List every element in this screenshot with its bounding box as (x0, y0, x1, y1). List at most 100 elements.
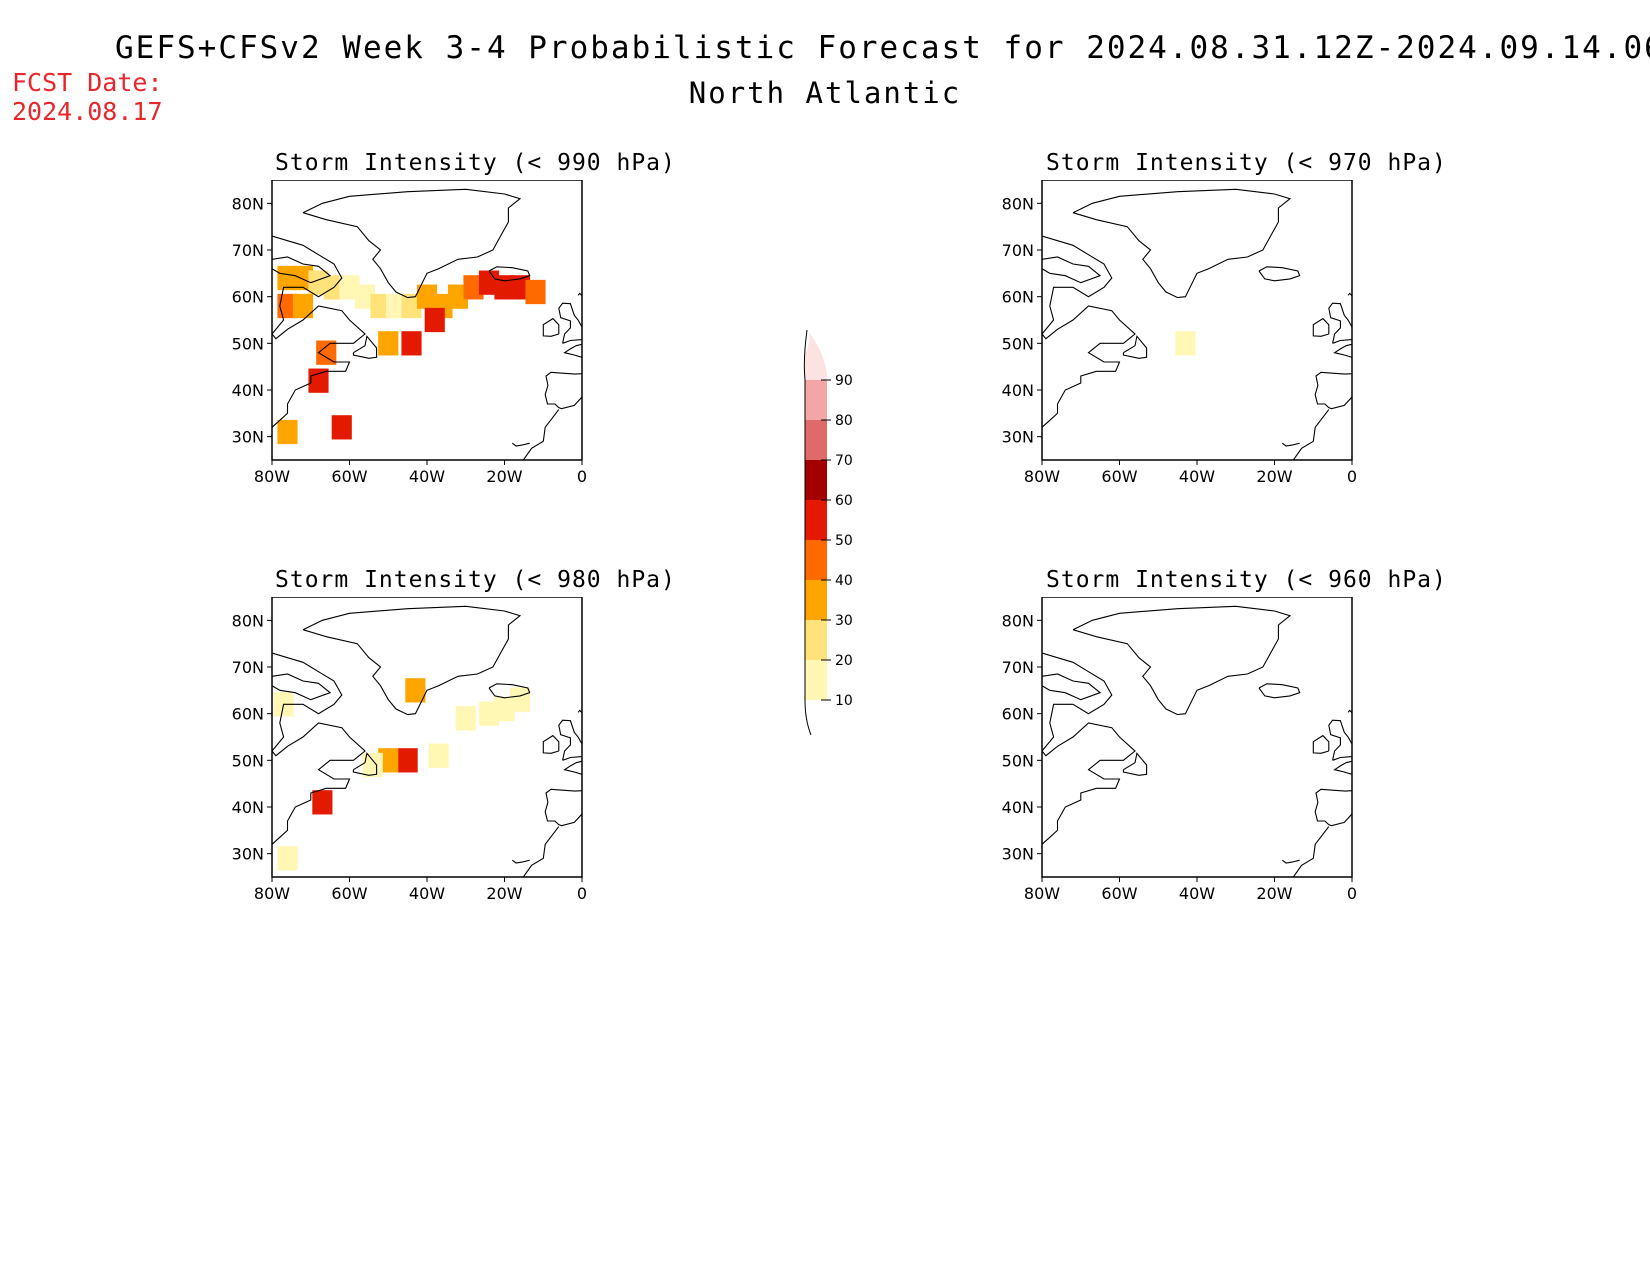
p960-coastline-10 (1347, 709, 1352, 714)
p980-cell-8 (428, 743, 449, 768)
p990-cell-9 (416, 284, 438, 309)
p980-coastline-3 (352, 752, 378, 776)
p960-coastline-5 (1333, 760, 1352, 775)
p970-coastline-4 (1042, 256, 1102, 284)
colorbar-label-4: 50 (835, 533, 853, 549)
p980-lon-label-4: 0 (577, 884, 587, 903)
p970-coastline-7 (1292, 409, 1330, 460)
p960-coastline-6 (1314, 788, 1352, 827)
p960-coastline-1 (1258, 683, 1301, 699)
p990-lon-label-1: 60W (331, 467, 367, 486)
p990-cell-12 (463, 275, 484, 300)
colorbar-segment-8 (805, 330, 827, 380)
p970-coastline-2 (1042, 235, 1136, 428)
p980-lat-label-0: 80N (232, 611, 264, 630)
p990-cell-2 (308, 270, 329, 295)
p960-coastline-11 (1281, 859, 1300, 864)
p960-lat-label-0: 80N (1002, 611, 1034, 630)
p970-lat-label-3: 50N (1002, 334, 1034, 353)
p990-cell-19 (378, 331, 399, 356)
p960-coastline-0 (1072, 605, 1292, 716)
p990-cell-13 (478, 270, 500, 295)
p960-coastline-9 (1312, 734, 1330, 754)
colorbar-label-2: 30 (835, 613, 853, 629)
p970-lat-label-2: 60N (1002, 288, 1034, 307)
p990-cell-17 (424, 307, 445, 333)
p980-coastline-8 (558, 719, 582, 761)
p970-frame (1041, 180, 1353, 461)
p960-lat-label-1: 70N (1002, 658, 1034, 677)
p990-cell-21 (308, 368, 329, 393)
p990-coastline-8 (558, 302, 582, 344)
p990-cell-20 (316, 340, 337, 365)
p960-lon-label-2: 40W (1179, 884, 1215, 903)
p990-cell-1 (292, 265, 314, 291)
p990-coastline-1 (488, 266, 531, 282)
p980-cell-4 (397, 748, 418, 773)
p980-lon-label-1: 60W (331, 884, 367, 903)
p960-lon-label-1: 60W (1101, 884, 1137, 903)
p990-coastline-6 (544, 371, 582, 410)
p970-lat-label-5: 30N (1002, 428, 1034, 447)
p960-lat-label-4: 40N (1002, 798, 1034, 817)
p990-lat-label-4: 40N (232, 381, 264, 400)
map-panel-960: 80N 70N 60N 50N 40N 30N 80W 60W 40W 20W 0 (1002, 597, 1357, 903)
map-panel-980: 80N 70N 60N 50N 40N 30N 80W 60W 40W 20W 0 (232, 597, 587, 903)
p990-cell-5 (354, 284, 376, 309)
p990-cell-4 (339, 275, 360, 300)
fcst-label: FCST Date: (12, 68, 163, 97)
p980-cell-9 (405, 678, 426, 703)
panel-title-960: Storm Intensity (< 960 hPa) (1046, 567, 1447, 593)
fcst-date-label: FCST Date: 2024.08.17 (12, 68, 163, 126)
p980-lat-label-3: 50N (232, 751, 264, 770)
p980-coastline-6 (544, 788, 582, 827)
p980-coastline-5 (563, 760, 582, 775)
colorbar-segment-5 (805, 460, 827, 500)
p960-lon-label-3: 20W (1256, 884, 1292, 903)
map-panel-990: 80N 70N 60N 50N 40N 30N 80W 60W 40W 20W 0 (232, 180, 587, 486)
p980-lat-label-2: 60N (232, 705, 264, 724)
p960-frame (1041, 597, 1353, 878)
p980-cell-6 (362, 752, 383, 778)
colorbar-segment-2 (805, 580, 827, 620)
p970-coastline-10 (1347, 292, 1352, 297)
p980-frame (271, 597, 583, 878)
p990-cell-23 (277, 419, 298, 445)
p990-cell-6 (370, 293, 391, 319)
p990-cell-24 (277, 293, 298, 319)
p990-cell-11 (447, 284, 469, 309)
p990-cell-8 (401, 293, 422, 319)
p960-lat-label-3: 50N (1002, 751, 1034, 770)
p990-coastline-9 (542, 317, 560, 337)
p990-lat-label-2: 60N (232, 288, 264, 307)
p990-coastline-2 (272, 235, 366, 428)
p990-lon-label-3: 20W (486, 467, 522, 486)
p980-cell-7 (312, 790, 333, 815)
p960-lon-label-0: 80W (1024, 884, 1060, 903)
colorbar-label-5: 60 (835, 493, 853, 509)
p990-cell-7 (385, 293, 407, 319)
colorbar-segment-0 (805, 660, 827, 700)
p970-lon-label-0: 80W (1024, 467, 1060, 486)
colorbar-segment-3 (805, 540, 827, 580)
p990-cell-0 (277, 265, 298, 291)
p960-lat-label-5: 30N (1002, 845, 1034, 864)
p960-coastline-2 (1042, 652, 1136, 845)
p970-coastline-11 (1281, 442, 1300, 447)
p960-coastline-8 (1328, 719, 1352, 761)
p970-lon-label-4: 0 (1347, 467, 1357, 486)
p980-cell-2 (455, 706, 476, 731)
p970-cell-0 (1175, 331, 1196, 356)
p970-coastline-8 (1328, 302, 1352, 344)
p990-cell-18 (401, 331, 422, 356)
p970-lat-label-4: 40N (1002, 381, 1034, 400)
p970-lat-label-0: 80N (1002, 194, 1034, 213)
p980-coastline-10 (577, 709, 582, 714)
p970-coastline-9 (1312, 317, 1330, 337)
p970-lat-label-1: 70N (1002, 241, 1034, 260)
colorbar-label-3: 40 (835, 573, 853, 589)
p990-lat-label-0: 80N (232, 194, 264, 213)
colorbar-label-0: 10 (835, 693, 853, 709)
p990-coastline-0 (302, 188, 522, 299)
p980-coastline-0 (302, 605, 522, 716)
